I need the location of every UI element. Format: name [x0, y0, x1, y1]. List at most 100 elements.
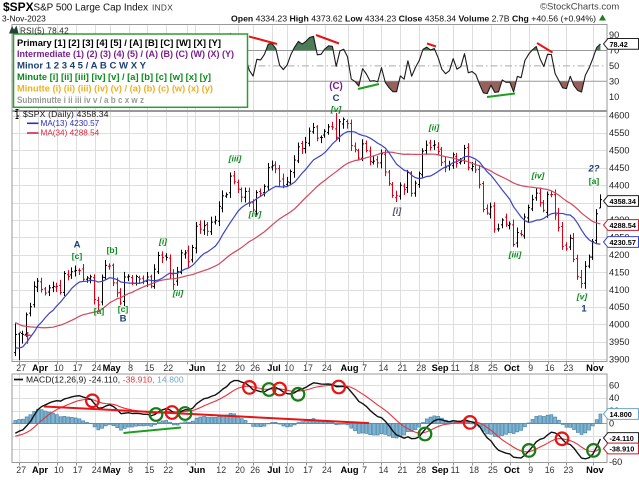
svg-text:25: 25 [488, 363, 498, 373]
svg-text:©StockCharts.com: ©StockCharts.com [540, 2, 619, 13]
svg-text:18: 18 [469, 465, 479, 475]
svg-text:40: 40 [609, 393, 619, 403]
svg-text:4288.54: 4288.54 [610, 221, 637, 230]
svg-text:[a]: [a] [589, 176, 600, 186]
svg-text:14: 14 [379, 465, 389, 475]
svg-text:Aug: Aug [340, 465, 358, 475]
svg-text:17: 17 [73, 363, 83, 373]
svg-text:Oct: Oct [504, 363, 520, 373]
svg-text:22: 22 [163, 363, 173, 373]
svg-text:MA(13) 4230.57: MA(13) 4230.57 [41, 119, 100, 128]
svg-text:4050: 4050 [609, 302, 629, 312]
svg-text:[c]: [c] [118, 304, 129, 314]
svg-text:23: 23 [564, 363, 574, 373]
svg-text:3-Nov-2023: 3-Nov-2023 [2, 14, 46, 24]
svg-text:27: 27 [16, 465, 26, 475]
svg-text:14: 14 [379, 363, 389, 373]
svg-text:14.800: 14.800 [610, 410, 632, 419]
svg-text:22: 22 [163, 465, 173, 475]
svg-text:4550: 4550 [609, 128, 629, 138]
svg-text:[iv]: [iv] [248, 209, 263, 219]
svg-text:Sep: Sep [432, 363, 449, 373]
svg-text:4500: 4500 [609, 146, 629, 156]
svg-text:7: 7 [362, 363, 367, 373]
svg-text:RSI(5) 78.42: RSI(5) 78.42 [20, 27, 69, 36]
svg-text:Jun: Jun [189, 465, 206, 475]
svg-text:May: May [103, 465, 122, 475]
svg-text:-60: -60 [609, 457, 622, 467]
svg-text:16: 16 [545, 363, 555, 373]
svg-text:9: 9 [528, 363, 533, 373]
svg-text:24: 24 [92, 465, 102, 475]
svg-text:10: 10 [54, 465, 64, 475]
svg-text:8: 8 [128, 465, 133, 475]
svg-text:Minor 1 2 3 4 5 / A B C W X Y: Minor 1 2 3 4 5 / A B C W X Y [17, 61, 146, 71]
svg-text:11: 11 [451, 363, 460, 373]
svg-text:4600: 4600 [609, 111, 629, 121]
svg-text:[ii]: [ii] [172, 288, 185, 298]
svg-text:16: 16 [545, 465, 555, 475]
svg-text:1: 1 [581, 304, 587, 315]
svg-text:-38.910: -38.910 [610, 444, 635, 453]
svg-text:3950: 3950 [609, 337, 629, 347]
svg-text:Aug: Aug [340, 363, 358, 373]
svg-text:[iii]: [iii] [228, 154, 243, 164]
svg-text:†: † [23, 331, 31, 347]
svg-text:8: 8 [128, 363, 133, 373]
svg-text:[v]: [v] [330, 104, 343, 114]
svg-text:Primary [1] [2] [3] [4] [5] /: Primary [1] [2] [3] [4] [5] / [A] [B] [C… [17, 38, 221, 48]
svg-text:Nov: Nov [586, 465, 604, 475]
svg-text:11: 11 [451, 465, 460, 475]
svg-text:3900: 3900 [609, 354, 629, 364]
svg-text:Minutte (i) (ii) (iii) (iv) (v: Minutte (i) (ii) (iii) (iv) (v) / (a) (b… [17, 83, 213, 93]
svg-text:[ii]: [ii] [428, 123, 441, 133]
svg-text:Intermediate (1) (2) (3) (4) (: Intermediate (1) (2) (3) (4) (5) / (A) (… [17, 49, 234, 59]
svg-text:23: 23 [564, 465, 574, 475]
svg-text:24: 24 [322, 363, 332, 373]
svg-text:[c]: [c] [72, 251, 83, 261]
svg-text:15: 15 [145, 363, 155, 373]
svg-text:21: 21 [398, 465, 408, 475]
svg-text:28: 28 [416, 465, 426, 475]
svg-text:4230.57: 4230.57 [610, 238, 636, 247]
svg-text:10: 10 [284, 465, 294, 475]
svg-text:$SPX (Daily) 4358.34: $SPX (Daily) 4358.34 [23, 109, 109, 119]
svg-text:2?: 2? [587, 164, 599, 175]
svg-text:[iv]: [iv] [531, 171, 546, 181]
svg-text:28: 28 [416, 363, 426, 373]
svg-text:21: 21 [398, 363, 408, 373]
svg-text:24: 24 [92, 363, 102, 373]
svg-text:15: 15 [145, 465, 155, 475]
svg-text:17: 17 [303, 363, 313, 373]
svg-text:May: May [103, 363, 122, 373]
svg-text:50: 50 [609, 61, 619, 71]
svg-text:Sep: Sep [432, 465, 449, 475]
svg-text:Open 4334.23 High 4373.62 Low: Open 4334.23 High 4373.62 Low 4334.23 Cl… [231, 14, 596, 24]
svg-text:Nov: Nov [586, 363, 604, 373]
svg-text:$SPX: $SPX [3, 0, 34, 14]
svg-text:4450: 4450 [609, 163, 629, 173]
svg-text:S&P 500 Large Cap Index: S&P 500 Large Cap Index [34, 3, 149, 14]
svg-text:[v]: [v] [576, 292, 589, 302]
svg-text:INDX: INDX [152, 3, 173, 13]
svg-text:Jun: Jun [189, 363, 206, 373]
svg-text:Minute [i] [ii] [iii] [iv] [v]: Minute [i] [ii] [iii] [iv] [v] / [a] [b]… [17, 72, 211, 82]
svg-text:[b]: [b] [107, 245, 118, 255]
svg-text:0: 0 [609, 419, 614, 429]
svg-text:7: 7 [362, 465, 367, 475]
svg-text:Apr: Apr [32, 363, 48, 373]
svg-text:17: 17 [73, 465, 83, 475]
svg-text:20: 20 [235, 363, 245, 373]
svg-text:30: 30 [609, 77, 619, 87]
svg-text:[i]: [i] [158, 237, 168, 247]
svg-text:Apr: Apr [32, 465, 48, 475]
svg-text:MA(34) 4288.54: MA(34) 4288.54 [41, 129, 100, 138]
svg-text:(C): (C) [329, 81, 343, 92]
svg-text:Jul: Jul [267, 363, 280, 373]
svg-text:26: 26 [250, 363, 260, 373]
svg-text:24: 24 [322, 465, 332, 475]
svg-text:[i]: [i] [392, 206, 402, 216]
svg-text:10: 10 [54, 363, 64, 373]
svg-text:Jul: Jul [267, 465, 280, 475]
svg-text:18: 18 [469, 363, 479, 373]
